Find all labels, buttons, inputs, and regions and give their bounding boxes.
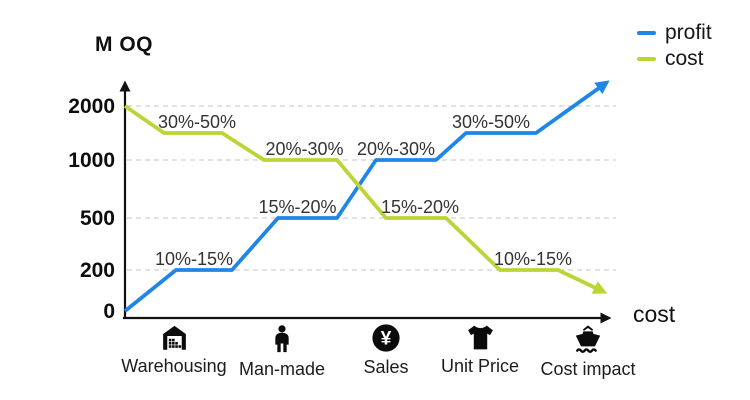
legend: profit cost bbox=[637, 20, 712, 72]
x-axis-title: cost bbox=[633, 301, 676, 327]
range-annotation: 15%-20% bbox=[258, 197, 336, 217]
y-tick-label: 0 bbox=[103, 300, 115, 323]
profit-line-swatch bbox=[637, 31, 656, 35]
range-annotation: 30%-50% bbox=[452, 112, 530, 132]
range-annotation: 30%-50% bbox=[158, 112, 236, 132]
profit-line bbox=[123, 80, 610, 313]
legend-item-profit: profit bbox=[637, 20, 712, 46]
series-lines bbox=[123, 80, 610, 313]
legend-item-cost: cost bbox=[637, 46, 712, 72]
y-tick-label: 2000 bbox=[68, 95, 115, 118]
range-annotation: 20%-30% bbox=[357, 139, 435, 159]
y-tick-label: 500 bbox=[80, 207, 115, 230]
legend-label-profit: profit bbox=[665, 21, 712, 44]
range-annotation: 15%-20% bbox=[381, 197, 459, 217]
range-annotation: 20%-30% bbox=[265, 139, 343, 159]
y-axis-title: M OQ bbox=[95, 33, 153, 56]
y-tick-label: 1000 bbox=[68, 149, 115, 172]
cost-line bbox=[123, 104, 608, 294]
annotations: 10%-15% 15%-20% 20%-30% 30%-50% 30%-50% 20%-3… bbox=[155, 112, 572, 269]
range-annotation: 10%-15% bbox=[494, 249, 572, 269]
axes bbox=[119, 80, 612, 324]
range-annotation: 10%-15% bbox=[155, 249, 233, 269]
cost-line-swatch bbox=[637, 57, 656, 61]
legend-label-cost: cost bbox=[665, 47, 704, 70]
y-tick-labels: 0 200 500 1000 2000 bbox=[68, 95, 115, 323]
y-tick-label: 200 bbox=[80, 259, 115, 282]
